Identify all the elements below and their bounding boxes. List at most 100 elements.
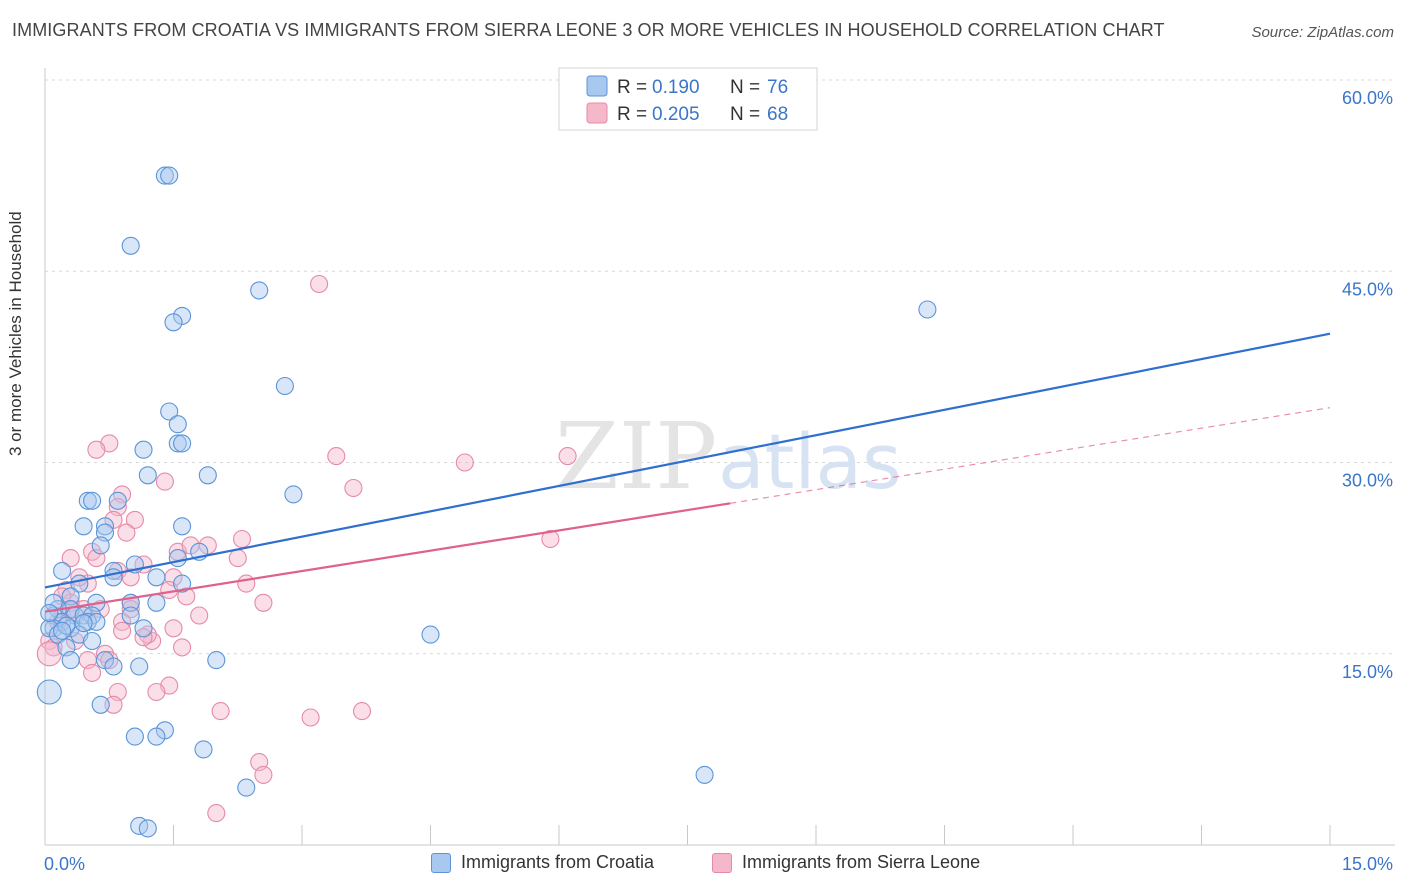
croatia-point (36, 679, 62, 705)
croatia-point (61, 587, 80, 606)
croatia-point (53, 561, 72, 580)
croatia-point (250, 281, 269, 300)
croatia-point (147, 568, 166, 587)
croatia-point (91, 695, 110, 714)
y-tick-label: 15.0% (1342, 662, 1393, 682)
croatia-point (237, 778, 256, 797)
croatia-point (284, 485, 303, 504)
legend-bottom-sierra-label: Immigrants from Sierra Leone (742, 852, 981, 872)
croatia-point (147, 593, 166, 612)
croatia-point (91, 536, 110, 555)
legend-sierra-swatch (586, 102, 608, 124)
sierra-leone-point (190, 606, 209, 625)
sierra-leone-point (155, 472, 174, 491)
croatia-point (130, 657, 149, 676)
sierra-leone-point (87, 440, 106, 459)
croatia-point (87, 612, 106, 631)
sierra-leone-point (147, 682, 166, 702)
legend-croatia-n-label: N = (730, 77, 760, 98)
croatia-trendline (44, 332, 1331, 589)
tick-labels: 15.0% 30.0% 45.0% 60.0% 0.0% 15.0% (44, 88, 1393, 874)
croatia-point (134, 619, 153, 638)
watermark: ZIP atlas (555, 403, 902, 510)
croatia-point (83, 491, 102, 510)
croatia-point (61, 651, 80, 670)
croatia-points (36, 166, 937, 838)
source-label: Source: ZipAtlas.com (1251, 24, 1394, 41)
croatia-point (74, 614, 93, 633)
legend-bottom-croatia: Immigrants from Croatia (431, 852, 654, 873)
sierra-leone-point (121, 600, 140, 619)
legend-bottom-sierra: Immigrants from Sierra Leone (712, 852, 980, 873)
sierra-leone-point (310, 274, 329, 294)
legend-croatia-r-value: 0.190 (652, 77, 700, 98)
croatia-point (160, 166, 179, 185)
sierra-leone-point (125, 510, 144, 529)
y-tick-label: 45.0% (1342, 279, 1393, 299)
legend-bottom-croatia-label: Immigrants from Croatia (461, 852, 655, 872)
croatia-point (168, 434, 187, 453)
sierra-leone-point (541, 529, 560, 549)
croatia-point (53, 621, 72, 640)
watermark-atlas: atlas (718, 417, 902, 506)
sierra-leone-point (301, 708, 320, 727)
sierra-leone-point (344, 478, 363, 498)
legend-bottom-sierra-swatch (712, 852, 732, 873)
croatia-point (104, 657, 123, 676)
chart-title: IMMIGRANTS FROM CROATIA VS IMMIGRANTS FR… (12, 20, 1165, 40)
croatia-point (198, 466, 217, 485)
croatia-point (695, 765, 714, 784)
croatia-point (134, 440, 153, 459)
croatia-point (121, 606, 140, 625)
croatia-point (40, 603, 59, 623)
sierra-leone-point (254, 593, 273, 612)
sierra-leone-point (228, 549, 247, 568)
x-tick-label-min: 0.0% (44, 854, 85, 874)
sierra-leone-point (104, 695, 123, 714)
sierra-leone-point (211, 702, 230, 721)
axes (44, 68, 1395, 846)
croatia-point (83, 631, 102, 651)
croatia-point (155, 166, 174, 185)
sierra-leone-point (558, 447, 577, 466)
legend-sierra-n-value: 68 (767, 104, 788, 125)
croatia-point (168, 415, 187, 434)
legend-top: R = 0.190 N = 76 R = 0.205 N = 68 (558, 67, 818, 131)
legend-croatia-r-label: R = (617, 77, 647, 98)
legend-croatia-n-value: 76 (767, 77, 788, 98)
sierra-leone-points (36, 274, 577, 823)
legend-sierra-r-label: R = (617, 104, 647, 125)
croatia-point (108, 491, 127, 510)
sierra-leone-point (237, 574, 256, 593)
croatia-point (74, 517, 93, 536)
croatia-point (125, 727, 144, 746)
sierra-leone-trendline (44, 502, 731, 613)
watermark-zip: ZIP (555, 403, 717, 510)
croatia-point (275, 376, 294, 396)
croatia-point (78, 491, 97, 510)
legend-croatia-swatch (586, 75, 608, 97)
legend-sierra-n-label: N = (730, 104, 760, 125)
sierra-leone-point (173, 638, 192, 657)
sierra-leone-point (232, 529, 252, 549)
croatia-point (147, 727, 166, 746)
sierra-leone-trendline-projection (730, 407, 1331, 504)
y-axis-label: 3 or more Vehicles in Household (6, 211, 25, 456)
croatia-point (918, 300, 937, 319)
sierra-leone-point (352, 702, 372, 721)
croatia-point (173, 517, 192, 536)
y-tick-label: 30.0% (1342, 471, 1393, 491)
sierra-leone-point (113, 621, 132, 640)
croatia-point (138, 466, 157, 485)
sierra-leone-point (327, 447, 346, 466)
legend-bottom-croatia-swatch (431, 852, 451, 873)
croatia-point (168, 549, 187, 568)
croatia-point (160, 402, 179, 421)
croatia-point (104, 568, 123, 587)
trendlines (44, 332, 1331, 613)
sierra-leone-point (83, 663, 102, 682)
croatia-point (207, 651, 226, 670)
legend-bottom: Immigrants from Croatia Immigrants from … (0, 852, 1406, 878)
croatia-point (138, 819, 157, 838)
